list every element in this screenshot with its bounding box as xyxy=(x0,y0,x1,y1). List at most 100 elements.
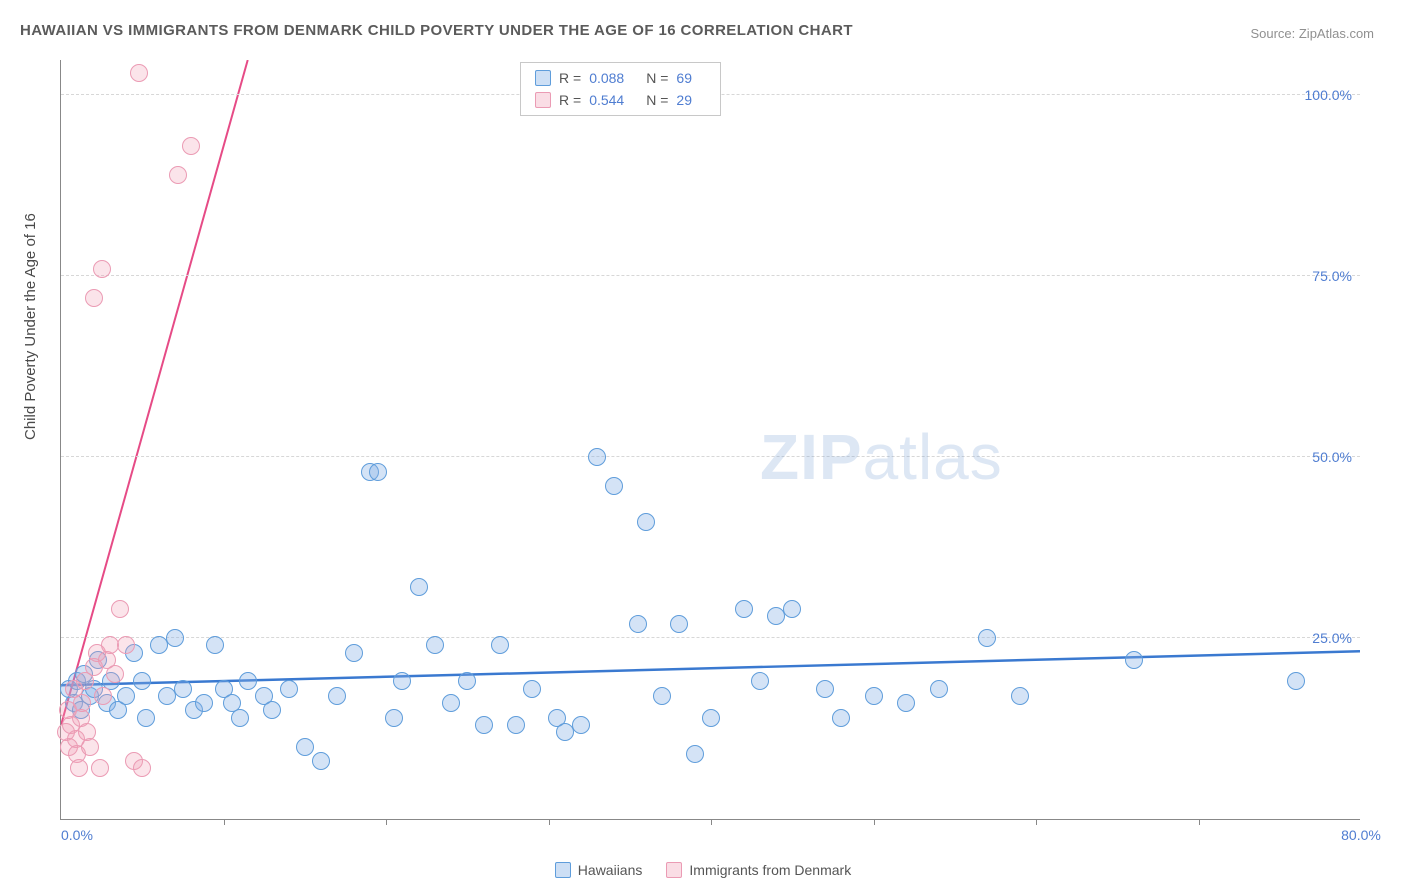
scatter-point xyxy=(637,513,655,531)
scatter-point xyxy=(1287,672,1305,690)
scatter-point xyxy=(1011,687,1029,705)
scatter-point xyxy=(629,615,647,633)
trend-lines-svg xyxy=(61,60,1360,819)
scatter-point xyxy=(751,672,769,690)
scatter-point xyxy=(735,600,753,618)
scatter-point xyxy=(150,636,168,654)
legend-swatch xyxy=(666,862,682,878)
scatter-point xyxy=(442,694,460,712)
scatter-point xyxy=(130,64,148,82)
scatter-point xyxy=(263,701,281,719)
xtick-mark xyxy=(874,819,875,825)
scatter-point xyxy=(169,166,187,184)
scatter-point xyxy=(182,137,200,155)
scatter-point xyxy=(73,694,91,712)
scatter-point xyxy=(206,636,224,654)
scatter-point xyxy=(174,680,192,698)
xtick-mark xyxy=(1036,819,1037,825)
scatter-point xyxy=(137,709,155,727)
legend-bottom-item: Hawaiians xyxy=(555,862,643,878)
scatter-point xyxy=(93,260,111,278)
scatter-point xyxy=(231,709,249,727)
scatter-point xyxy=(897,694,915,712)
y-axis-label: Child Poverty Under the Age of 16 xyxy=(22,213,39,440)
scatter-point xyxy=(475,716,493,734)
legend-n-label: N = xyxy=(646,67,668,89)
series-legend: Hawaiians Immigrants from Denmark xyxy=(0,862,1406,878)
scatter-point xyxy=(195,694,213,712)
source-label: Source: ZipAtlas.com xyxy=(1250,26,1374,41)
scatter-point xyxy=(70,759,88,777)
xtick-mark xyxy=(711,819,712,825)
legend-swatch xyxy=(535,92,551,108)
scatter-point xyxy=(91,759,109,777)
legend-bottom-item: Immigrants from Denmark xyxy=(666,862,851,878)
legend-top-row: R = 0.088 N = 69 xyxy=(535,67,706,89)
gridline-h xyxy=(61,275,1360,276)
legend-n-value: 29 xyxy=(676,89,692,111)
scatter-point xyxy=(312,752,330,770)
scatter-point xyxy=(296,738,314,756)
scatter-point xyxy=(832,709,850,727)
xtick-label: 80.0% xyxy=(1341,827,1381,843)
xtick-mark xyxy=(386,819,387,825)
legend-r-value: 0.544 xyxy=(589,89,624,111)
scatter-point xyxy=(767,607,785,625)
scatter-point xyxy=(328,687,346,705)
scatter-point xyxy=(280,680,298,698)
scatter-point xyxy=(393,672,411,690)
legend-r-label: R = xyxy=(559,89,581,111)
scatter-point xyxy=(239,672,257,690)
scatter-point xyxy=(133,672,151,690)
plot-area: 25.0%50.0%75.0%100.0%0.0%80.0% xyxy=(60,60,1360,820)
scatter-point xyxy=(106,665,124,683)
ytick-label: 50.0% xyxy=(1312,449,1352,465)
gridline-h xyxy=(61,637,1360,638)
legend-r-label: R = xyxy=(559,67,581,89)
chart-title: HAWAIIAN VS IMMIGRANTS FROM DENMARK CHIL… xyxy=(20,22,853,39)
scatter-point xyxy=(556,723,574,741)
scatter-point xyxy=(369,463,387,481)
scatter-point xyxy=(458,672,476,690)
legend-n-value: 69 xyxy=(676,67,692,89)
legend-r-value: 0.088 xyxy=(589,67,624,89)
scatter-point xyxy=(410,578,428,596)
legend-swatch xyxy=(555,862,571,878)
scatter-point xyxy=(523,680,541,698)
scatter-point xyxy=(166,629,184,647)
legend-label: Hawaiians xyxy=(578,862,643,878)
scatter-point xyxy=(94,687,112,705)
scatter-point xyxy=(605,477,623,495)
scatter-point xyxy=(865,687,883,705)
scatter-point xyxy=(426,636,444,654)
scatter-point xyxy=(702,709,720,727)
ytick-label: 75.0% xyxy=(1312,268,1352,284)
scatter-point xyxy=(491,636,509,654)
correlation-legend: R = 0.088 N = 69R = 0.544 N = 29 xyxy=(520,62,721,116)
scatter-point xyxy=(158,687,176,705)
scatter-point xyxy=(572,716,590,734)
legend-top-row: R =0.544N =29 xyxy=(535,89,706,111)
scatter-point xyxy=(653,687,671,705)
scatter-point xyxy=(345,644,363,662)
scatter-point xyxy=(816,680,834,698)
scatter-point xyxy=(670,615,688,633)
xtick-label: 0.0% xyxy=(61,827,93,843)
scatter-point xyxy=(783,600,801,618)
legend-swatch xyxy=(535,70,551,86)
scatter-point xyxy=(507,716,525,734)
ytick-label: 100.0% xyxy=(1305,87,1352,103)
scatter-point xyxy=(978,629,996,647)
scatter-point xyxy=(930,680,948,698)
legend-label: Immigrants from Denmark xyxy=(689,862,851,878)
gridline-h xyxy=(61,456,1360,457)
scatter-point xyxy=(686,745,704,763)
ytick-label: 25.0% xyxy=(1312,630,1352,646)
xtick-mark xyxy=(549,819,550,825)
scatter-point xyxy=(117,636,135,654)
scatter-point xyxy=(81,738,99,756)
scatter-point xyxy=(111,600,129,618)
scatter-point xyxy=(1125,651,1143,669)
scatter-point xyxy=(588,448,606,466)
xtick-mark xyxy=(224,819,225,825)
